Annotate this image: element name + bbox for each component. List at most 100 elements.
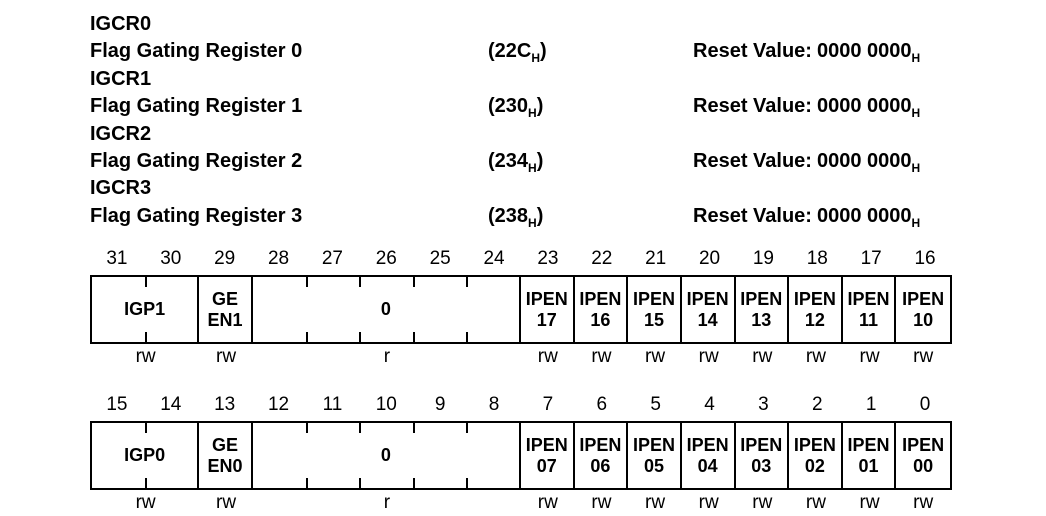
bitfield-label: IPEN 04 [686, 434, 729, 476]
register-reset-value: Reset Value: 0000 0000H [693, 149, 921, 175]
register-description: Flag Gating Register 3 [90, 204, 303, 227]
access-type-IPEN12: rw [805, 346, 826, 367]
bit-number: 20 [698, 248, 721, 269]
register-detail-igcr2: Flag Gating Register 2 (234H) Reset Valu… [90, 148, 990, 175]
bit-boundary-tick [412, 478, 415, 488]
access-type-IPEN00: rw [913, 492, 934, 513]
access-type-IPEN06: rw [591, 492, 612, 513]
bit-number: 22 [591, 248, 613, 269]
bit-number: 18 [806, 248, 828, 269]
bit-boundary-tick [144, 423, 147, 433]
bit-boundary-tick [359, 332, 362, 342]
bitfield-GEEN0: GE EN0 [199, 423, 253, 488]
bit-number: 16 [914, 248, 936, 269]
bitfield-IPEN10: IPEN 10 [896, 277, 950, 342]
bit-number: 1 [865, 394, 877, 415]
bitfield-IPEN02: IPEN 02 [789, 423, 843, 488]
access-type-IPEN05: rw [645, 492, 666, 513]
bitfield-IPEN16: IPEN 16 [575, 277, 629, 342]
bitfield-GEEN1: GE EN1 [199, 277, 253, 342]
bit-number: 0 [919, 394, 931, 415]
register-name-igcr3: IGCR3 [90, 175, 990, 202]
bit-number: 5 [650, 394, 661, 415]
bit-number: 6 [596, 394, 608, 415]
register-detail-igcr1: Flag Gating Register 1 (230H) Reset Valu… [90, 93, 990, 120]
hex-subscript: H [531, 51, 541, 66]
register-bitfield-box: IGP1 GE EN1 0 IPEN 17 IPEN 16 IPEN 15 IPEN 14 IPEN 13… [90, 275, 952, 344]
access-type-IPEN02: rw [805, 492, 826, 513]
bitfield-IPEN01: IPEN 01 [843, 423, 897, 488]
bitfield-label: IPEN 00 [902, 434, 945, 476]
bit-number: 19 [752, 248, 774, 269]
bit-number: 28 [267, 248, 290, 269]
bit-number: 8 [488, 394, 500, 415]
bitfield-label: IPEN 01 [847, 434, 890, 476]
bit-boundary-tick [412, 277, 415, 287]
bit-number: 11 [322, 394, 343, 415]
bit-boundary-tick [305, 478, 308, 488]
access-type-IPEN17: rw [537, 346, 558, 367]
hex-subscript: H [528, 160, 537, 175]
bitfield-label: IPEN 13 [740, 288, 783, 330]
bit-boundary-tick [412, 423, 415, 433]
bit-boundary-tick [305, 277, 308, 287]
register-headers: IGCR0 Flag Gating Register 0 (22CH) Rese… [90, 11, 990, 230]
bit-boundary-tick [359, 478, 362, 488]
hex-subscript: H [911, 215, 921, 230]
register-address: (22CH) [488, 40, 547, 66]
bitfield-label: 0 [380, 445, 391, 465]
bit-number: 9 [434, 394, 446, 415]
bitfield-label: IPEN 11 [847, 288, 890, 330]
access-type-row: rw rw r rw rw rw rw rw rw rw rw [90, 347, 952, 367]
bit-boundary-tick [466, 423, 469, 433]
access-type-IPEN03: rw [752, 492, 773, 513]
bitfield-reserved-high: 0 [253, 277, 521, 342]
bitfield-IPEN11: IPEN 11 [843, 277, 897, 342]
bit-number-row: 15 14 13 12 11 10 9 8 7 6 5 4 3 2 1 0 [90, 392, 952, 418]
hex-subscript: H [528, 106, 537, 121]
hex-subscript: H [911, 106, 921, 121]
bitfield-IPEN03: IPEN 03 [736, 423, 790, 488]
bitfield-label: IPEN 05 [633, 434, 676, 476]
bitfield-label: IGP1 [124, 299, 166, 319]
register-name-igcr2: IGCR2 [90, 121, 990, 148]
access-type-IPEN16: rw [591, 346, 612, 367]
register-name: IGCR1 [90, 67, 152, 90]
bitfield-IPEN12: IPEN 12 [789, 277, 843, 342]
access-type-IGP0: rw [135, 492, 156, 513]
bitfield-label: IGP0 [124, 445, 166, 465]
register-description: Flag Gating Register 1 [90, 95, 303, 118]
bit-boundary-tick [305, 423, 308, 433]
access-type-IPEN14: rw [698, 346, 719, 367]
bit-boundary-tick [305, 332, 308, 342]
access-type-IGP1: rw [135, 346, 156, 367]
access-type-GEEN1: rw [216, 346, 237, 367]
bitfield-IPEN14: IPEN 14 [682, 277, 736, 342]
bit-number: 21 [645, 248, 667, 269]
bit-boundary-tick [466, 277, 469, 287]
bit-number: 14 [160, 394, 182, 415]
bit-boundary-tick [466, 332, 469, 342]
access-type-IPEN15: rw [645, 346, 666, 367]
hex-subscript: H [911, 51, 921, 66]
bit-number: 17 [860, 248, 882, 269]
access-type-IPEN10: rw [913, 346, 934, 367]
register-address: (238H) [488, 204, 544, 230]
register-diagram-high-word: 31 30 29 28 27 26 25 24 23 22 21 20 19 18 17 16 IGP1 GE E… [90, 246, 952, 368]
access-type-GEEN0: rw [216, 492, 237, 513]
access-type-reserved-low: r [383, 492, 391, 513]
bitfield-IPEN13: IPEN 13 [736, 277, 790, 342]
bitfield-IPEN06: IPEN 06 [575, 423, 629, 488]
bit-number: 31 [106, 248, 128, 269]
bit-boundary-tick [144, 277, 147, 287]
bitfield-IPEN00: IPEN 00 [896, 423, 950, 488]
bit-number: 15 [106, 394, 128, 415]
bitfield-IPEN17: IPEN 17 [521, 277, 575, 342]
hex-subscript: H [528, 215, 537, 230]
bitfield-IPEN04: IPEN 04 [682, 423, 736, 488]
bit-boundary-tick [359, 423, 362, 433]
register-diagram-low-word: 15 14 13 12 11 10 9 8 7 6 5 4 3 2 1 0 IGP0 GE EN0 0 IPEN 07 I… [90, 392, 952, 514]
bitfield-label: GE EN0 [207, 434, 243, 476]
register-detail-igcr3: Flag Gating Register 3 (238H) Reset Valu… [90, 203, 990, 230]
register-name: IGCR0 [90, 13, 152, 35]
